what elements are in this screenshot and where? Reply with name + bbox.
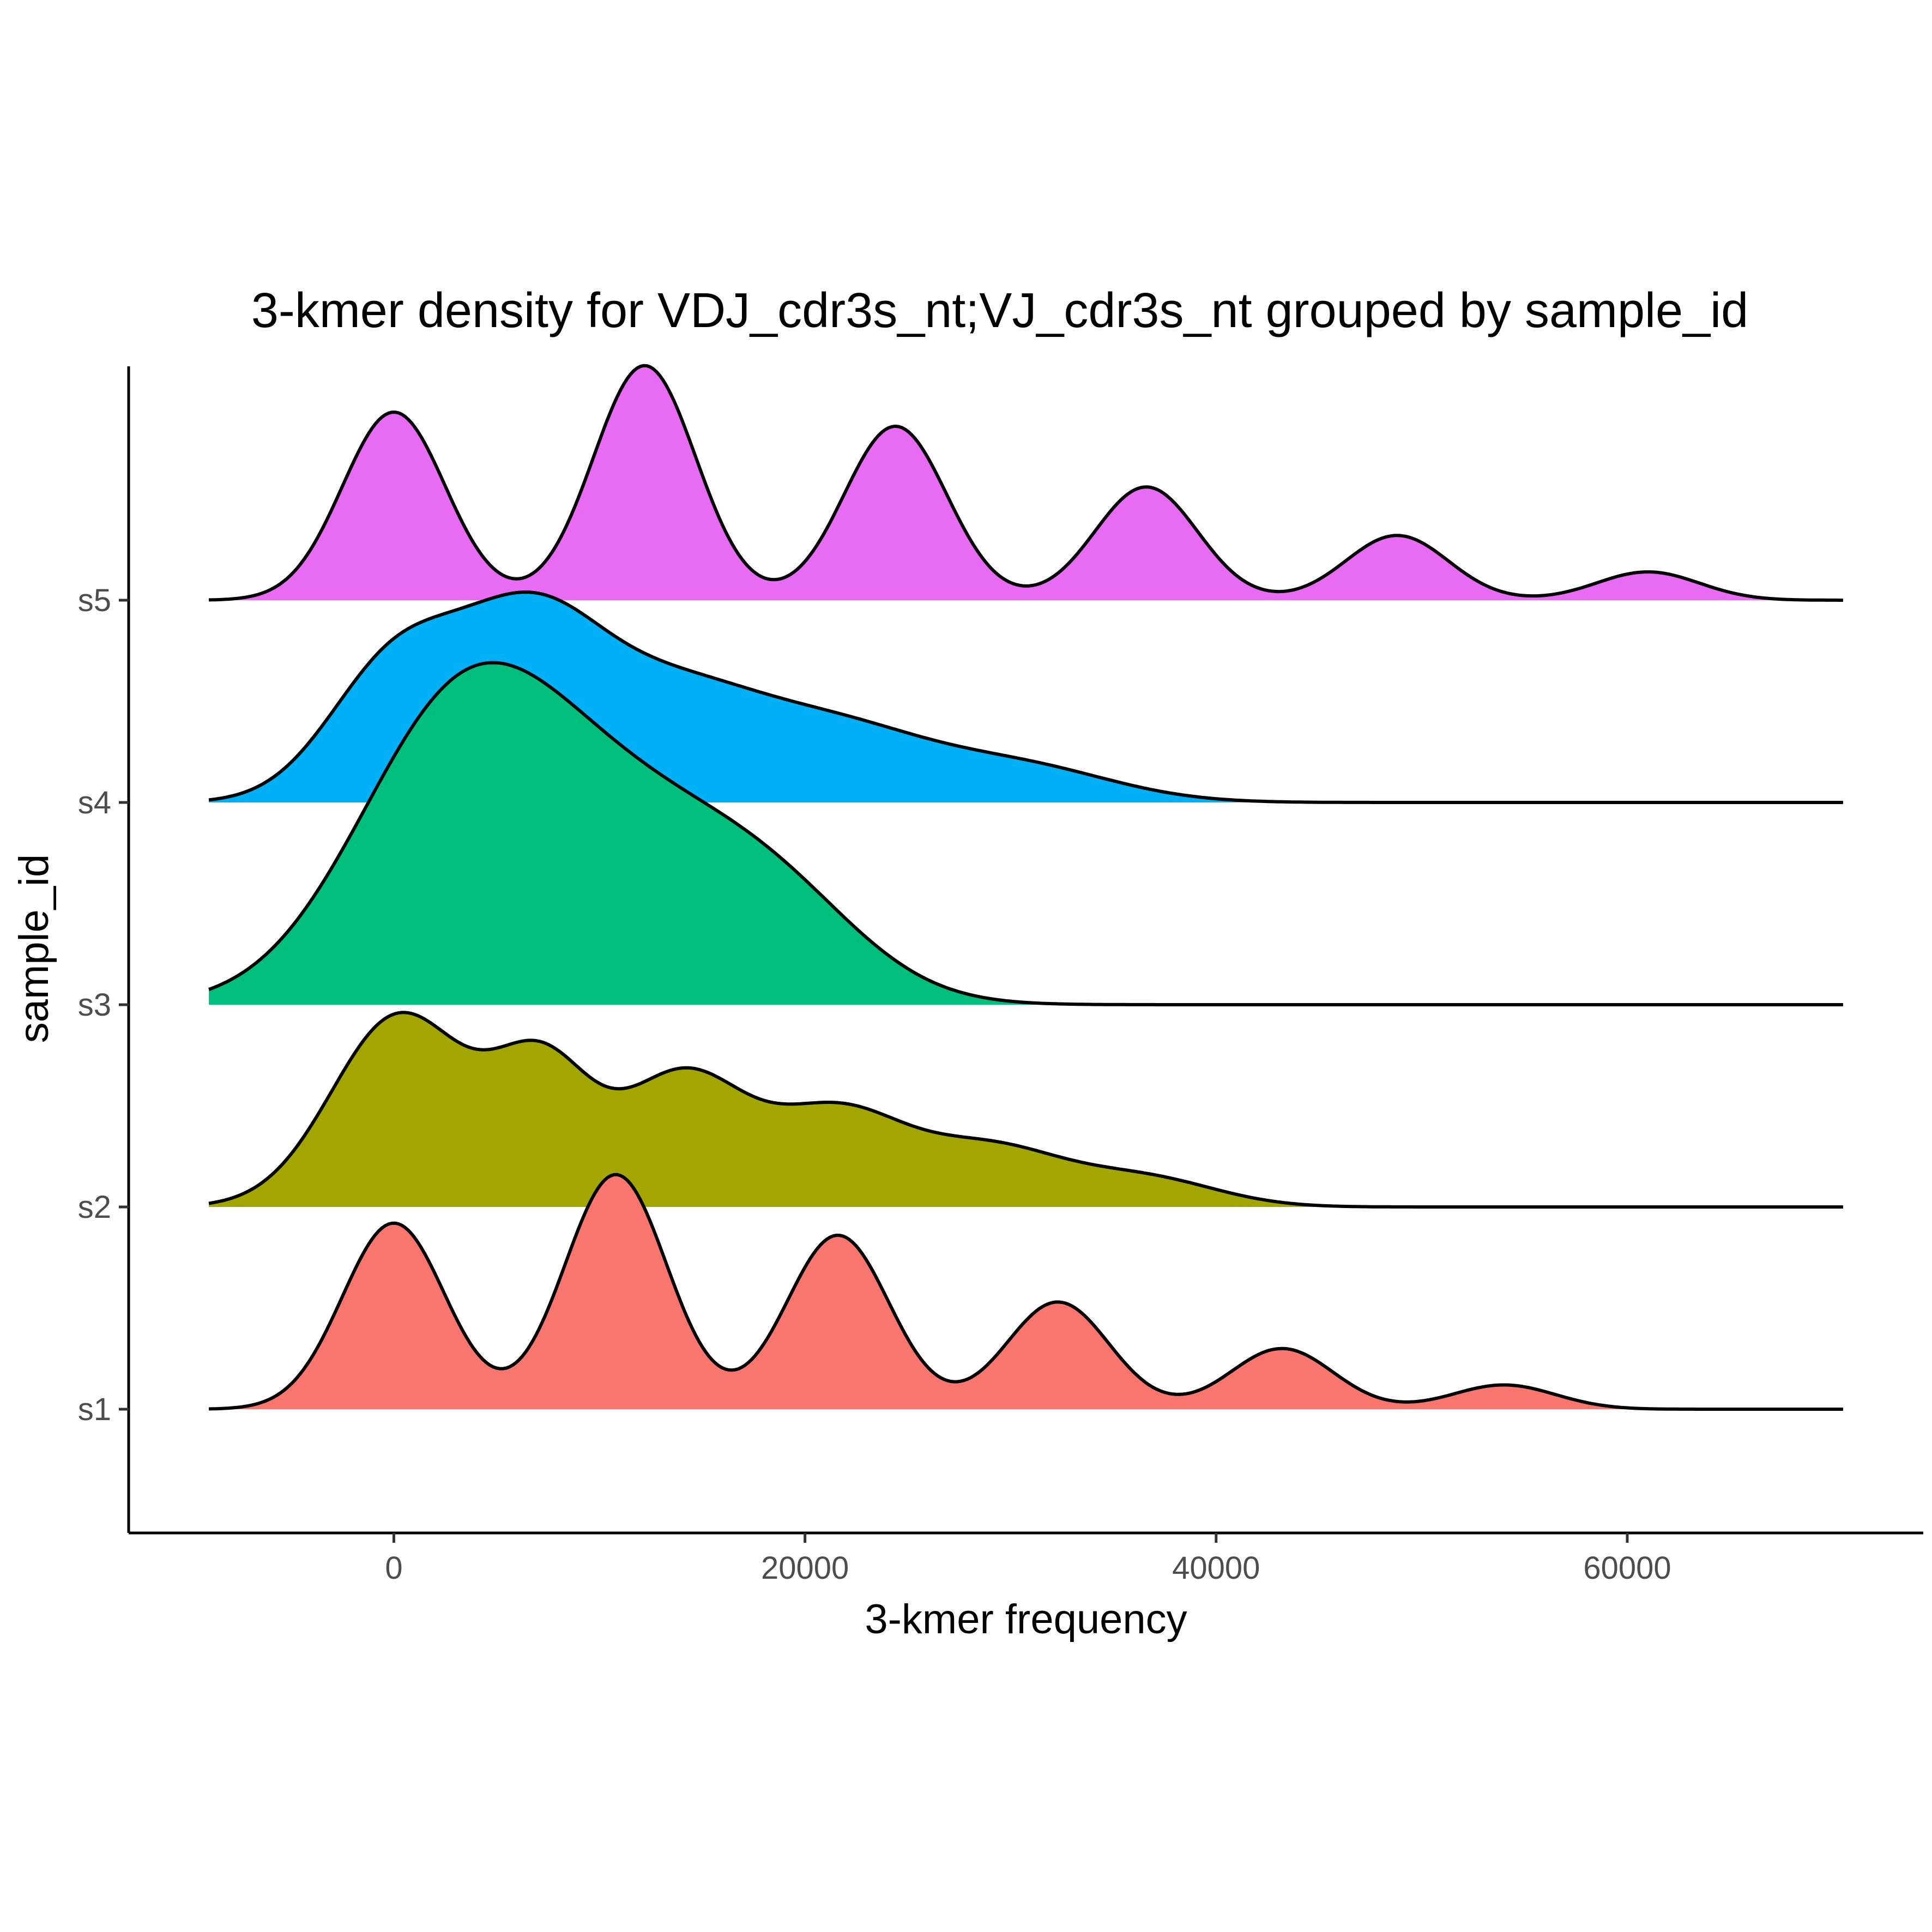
ridge-line-s3	[208, 661, 1843, 1006]
y-ticks: s1 s2 s3 s4 s5	[78, 583, 129, 1427]
x-ticks: 0 20000 40000 60000	[385, 1533, 1671, 1586]
x-tick-label-20000: 20000	[761, 1550, 849, 1586]
y-tick-label-s1: s1	[78, 1392, 111, 1427]
ridge-fill-s2	[209, 1012, 1843, 1207]
ridges-layer	[208, 364, 1843, 1411]
ridge-fill-s5	[209, 365, 1843, 600]
ridge-line-s5	[209, 364, 1843, 602]
axes-layer	[127, 366, 1923, 1535]
x-tick-label-40000: 40000	[1172, 1550, 1260, 1586]
y-tick-label-s3: s3	[78, 987, 111, 1023]
ridge-fill-s1	[209, 1174, 1843, 1409]
y-tick-label-s5: s5	[78, 583, 111, 618]
ridge-fill-s3	[209, 662, 1843, 1005]
ridge-line-s2	[208, 1011, 1843, 1209]
ridge-line-s1	[209, 1173, 1843, 1411]
y-tick-label-s4: s4	[78, 785, 111, 820]
ridge-line-s4	[208, 590, 1843, 804]
x-tick-label-60000: 60000	[1583, 1550, 1671, 1586]
chart-title: 3-kmer density for VDJ_cdr3s_nt;VJ_cdr3s…	[251, 283, 1748, 338]
x-axis-title: 3-kmer frequency	[865, 1596, 1187, 1643]
x-tick-label-0: 0	[385, 1550, 402, 1586]
y-tick-label-s2: s2	[78, 1190, 111, 1225]
y-axis-title: sample_id	[11, 854, 57, 1043]
